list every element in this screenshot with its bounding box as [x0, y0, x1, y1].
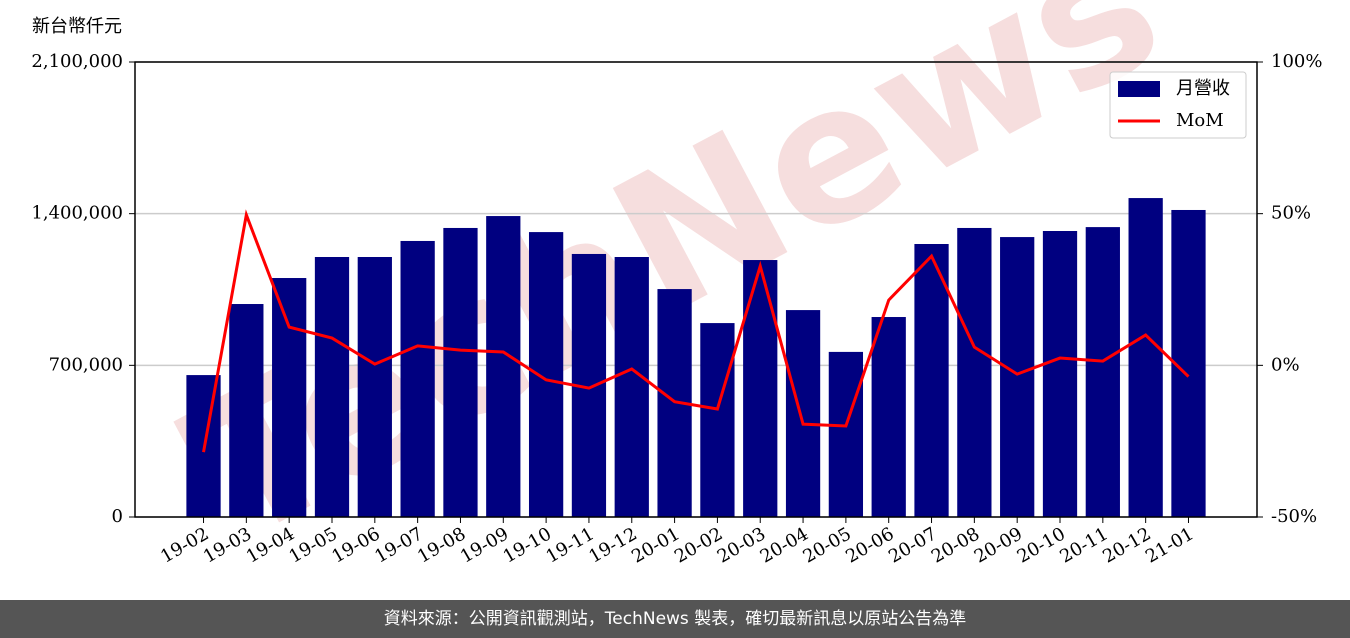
x-tick-label: 19-10	[500, 523, 555, 567]
y-tick-label: 700,000	[49, 354, 123, 375]
x-tick-label: 19-02	[157, 523, 212, 567]
x-tick-label: 19-09	[457, 523, 512, 567]
x-tick-label: 20-09	[971, 523, 1026, 567]
bar	[443, 227, 478, 517]
bar	[1042, 231, 1078, 517]
y2-tick-label: 50%	[1271, 203, 1311, 224]
footer	[0, 600, 1350, 638]
bar	[314, 257, 350, 517]
y-tick-label: 0	[112, 506, 123, 527]
bar	[957, 227, 992, 517]
y2-tick-label: -50%	[1271, 506, 1317, 527]
legend-label: 月營收	[1176, 78, 1230, 99]
legend-swatch	[1118, 81, 1160, 97]
y-tick-label: 1,400,000	[31, 203, 123, 224]
bar	[400, 240, 435, 517]
bar	[357, 257, 392, 517]
x-tick-label: 20-02	[671, 523, 726, 567]
y-tick-label: 2,100,000	[31, 51, 123, 72]
x-tick-label: 20-04	[757, 523, 812, 567]
x-tick-label: 20-03	[714, 523, 769, 567]
x-tick-label: 20-08	[928, 523, 983, 567]
bar	[229, 304, 264, 517]
bar	[272, 278, 307, 517]
bar	[743, 260, 778, 517]
x-tick-label: 19-08	[414, 523, 469, 567]
x-tick-label: 20-12	[1099, 523, 1154, 567]
source-note: 資料來源：公開資訊觀測站，TechNews 製表，確切最新訊息以原站公告為準	[384, 609, 966, 629]
bar	[785, 310, 821, 517]
x-tick-label: 20-11	[1056, 523, 1111, 567]
bar	[528, 232, 564, 518]
line	[202, 209, 1190, 453]
x-tick-label: 20-10	[1014, 523, 1069, 567]
bar	[614, 257, 649, 517]
x-tick-label: 20-05	[799, 523, 854, 567]
bar	[828, 351, 864, 517]
x-tick-label: 19-12	[585, 523, 640, 567]
plot-frame	[134, 61, 1258, 518]
bar	[700, 323, 735, 517]
bar	[486, 216, 521, 518]
x-tick-label: 21-01	[1142, 523, 1197, 567]
bar	[914, 244, 949, 517]
x-tick-label: 20-06	[842, 523, 897, 567]
x-tick-label: 20-01	[628, 523, 683, 567]
bar	[871, 317, 906, 517]
bar	[1000, 237, 1035, 518]
bar	[1085, 227, 1120, 517]
x-tick-label: 19-11	[543, 523, 598, 567]
y2-tick-label: 100%	[1271, 51, 1322, 72]
legend-label: MoM	[1176, 110, 1224, 131]
bar	[1128, 198, 1163, 518]
y2-tick-label: 0%	[1271, 354, 1300, 375]
x-tick-label: 19-07	[371, 523, 426, 567]
x-tick-label: 20-07	[885, 523, 940, 567]
y-axis-label: 新台幣仟元	[32, 16, 122, 37]
